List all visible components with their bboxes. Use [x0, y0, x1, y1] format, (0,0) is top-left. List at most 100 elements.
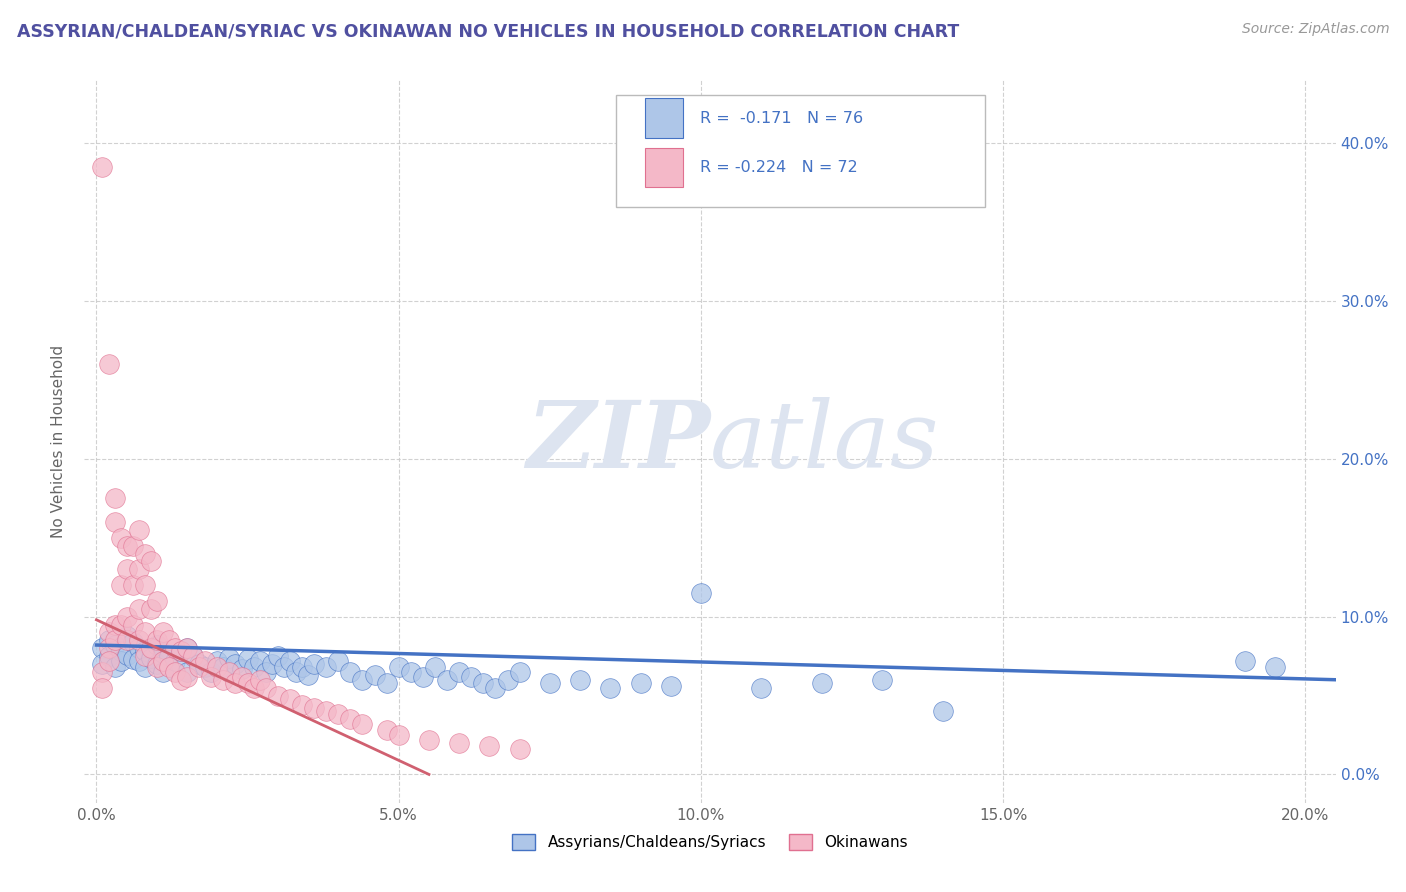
Point: [128, 562, 150, 576]
Point: [1264, 660, 1286, 674]
Text: ZIP: ZIP: [526, 397, 710, 486]
Point: [152, 665, 174, 679]
Point: [302, 701, 325, 715]
Point: [218, 665, 240, 679]
Point: [97, 649, 120, 664]
Point: [339, 712, 361, 726]
Point: [224, 676, 246, 690]
Point: [278, 691, 301, 706]
Point: [273, 660, 295, 674]
Point: [278, 654, 301, 668]
Point: [207, 654, 229, 668]
Point: [352, 717, 374, 731]
Point: [249, 654, 271, 668]
Point: [152, 646, 174, 660]
Point: [121, 635, 143, 649]
Point: [436, 673, 458, 687]
Point: [97, 357, 120, 371]
Point: [267, 689, 290, 703]
Point: [97, 654, 120, 668]
Point: [134, 660, 156, 674]
Point: [176, 641, 198, 656]
Point: [449, 736, 471, 750]
Point: [242, 681, 264, 695]
Point: [1234, 654, 1257, 668]
Point: [509, 742, 531, 756]
Bar: [645, 148, 682, 187]
Point: [97, 633, 120, 648]
Point: [423, 660, 446, 674]
Point: [121, 539, 143, 553]
Point: [121, 617, 143, 632]
Point: [91, 160, 114, 174]
Point: [134, 547, 156, 561]
Point: [207, 660, 229, 674]
Point: [200, 665, 222, 679]
Point: [509, 665, 531, 679]
Point: [157, 660, 180, 674]
Point: [91, 681, 114, 695]
Point: [181, 649, 204, 664]
Point: [91, 641, 114, 656]
Point: [375, 723, 398, 738]
Point: [375, 676, 398, 690]
Point: [103, 617, 125, 632]
Point: [315, 704, 337, 718]
Point: [328, 707, 350, 722]
Point: [599, 681, 621, 695]
Point: [91, 657, 114, 671]
Bar: [645, 98, 682, 138]
Point: [128, 633, 150, 648]
Point: [128, 641, 150, 656]
Point: [152, 654, 174, 668]
Point: [163, 641, 186, 656]
Point: [478, 739, 501, 753]
Point: [115, 648, 138, 662]
Point: [146, 633, 169, 648]
Point: [872, 673, 894, 687]
Point: [157, 649, 180, 664]
Point: [121, 578, 143, 592]
Point: [115, 562, 138, 576]
Point: [231, 670, 253, 684]
Point: [315, 660, 337, 674]
Point: [242, 660, 264, 674]
Point: [659, 679, 682, 693]
Point: [236, 652, 259, 666]
Point: [139, 554, 162, 568]
Point: [302, 657, 325, 671]
Point: [146, 657, 169, 671]
Point: [110, 644, 132, 658]
Point: [339, 665, 361, 679]
Y-axis label: No Vehicles in Household: No Vehicles in Household: [51, 345, 66, 538]
Point: [97, 625, 120, 640]
Point: [212, 673, 235, 687]
Point: [630, 676, 652, 690]
Point: [472, 676, 495, 690]
Point: [194, 654, 217, 668]
Point: [291, 698, 314, 712]
Point: [538, 676, 561, 690]
Point: [134, 649, 156, 664]
Point: [134, 644, 156, 658]
Point: [297, 668, 319, 682]
Point: [188, 657, 211, 671]
Text: ASSYRIAN/CHALDEAN/SYRIAC VS OKINAWAN NO VEHICLES IN HOUSEHOLD CORRELATION CHART: ASSYRIAN/CHALDEAN/SYRIAC VS OKINAWAN NO …: [17, 22, 959, 40]
Point: [328, 654, 350, 668]
Point: [128, 601, 150, 615]
Point: [388, 728, 411, 742]
Point: [460, 670, 482, 684]
Point: [399, 665, 422, 679]
Point: [496, 673, 519, 687]
Point: [103, 515, 125, 529]
Point: [352, 673, 374, 687]
Point: [103, 491, 125, 506]
Point: [157, 633, 180, 648]
Point: [254, 665, 277, 679]
Point: [194, 660, 217, 674]
Point: [152, 625, 174, 640]
Point: [146, 594, 169, 608]
FancyBboxPatch shape: [616, 95, 986, 207]
Point: [110, 654, 132, 668]
Point: [236, 676, 259, 690]
